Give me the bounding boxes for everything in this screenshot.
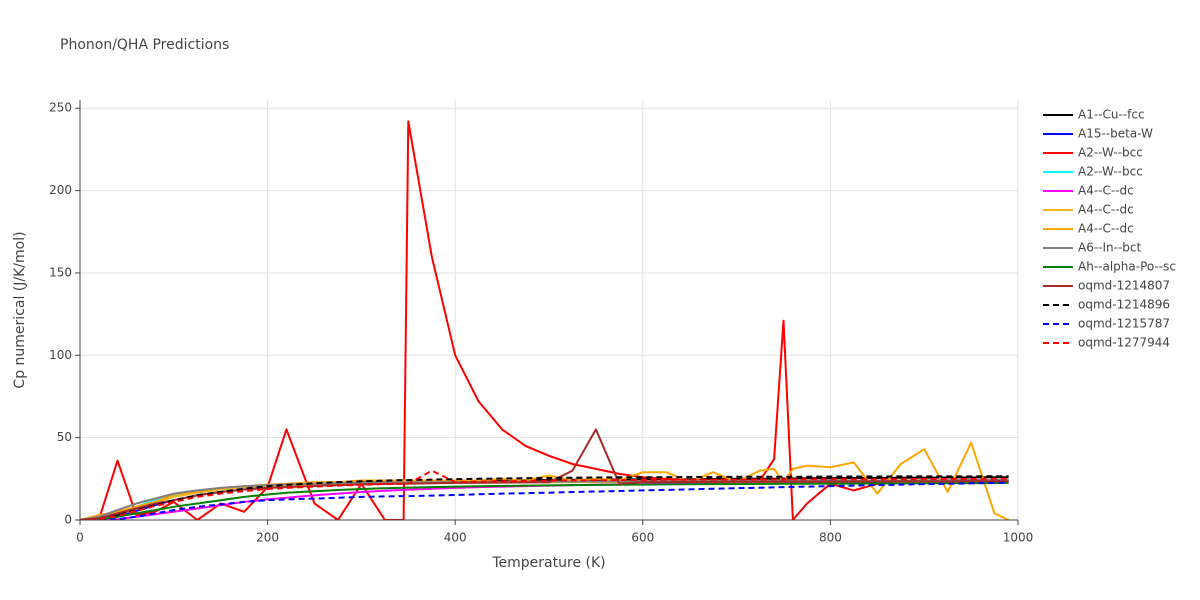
x-tick-label: 200 (256, 531, 279, 545)
x-tick-label: 400 (444, 531, 467, 545)
series-line (80, 475, 1009, 520)
y-tick-label: 150 (49, 265, 72, 279)
legend-label: A6--In--bct (1078, 241, 1142, 255)
series-line (80, 481, 1009, 520)
plot-area (80, 120, 1010, 520)
legend-label: A1--Cu--fcc (1078, 108, 1145, 122)
legend-label: A15--beta-W (1078, 127, 1153, 141)
chart-title: Phonon/QHA Predictions (60, 37, 229, 53)
x-tick-label: 800 (819, 531, 842, 545)
x-tick-label: 600 (631, 531, 654, 545)
series-line (80, 120, 1009, 520)
y-tick-label: 50 (57, 430, 72, 444)
y-tick-label: 250 (49, 101, 72, 115)
series-line (80, 428, 1009, 520)
legend-label: A4--C--dc (1078, 184, 1134, 198)
x-axis-title: Temperature (K) (491, 555, 605, 571)
y-axis-title: Cp numerical (J/K/mol) (12, 231, 28, 388)
y-tick-label: 200 (49, 183, 72, 197)
y-tick-label: 0 (64, 513, 72, 527)
legend-label: oqmd-1214896 (1078, 298, 1170, 312)
legend-label: A2--W--bcc (1078, 146, 1143, 160)
grid (75, 100, 1019, 525)
legend-label: A4--C--dc (1078, 222, 1134, 236)
x-tick-label: 1000 (1003, 531, 1034, 545)
x-tick-label: 0 (76, 531, 84, 545)
series-line (80, 481, 1009, 520)
legend-label: A4--C--dc (1078, 203, 1134, 217)
legend-label: A2--W--bcc (1078, 165, 1143, 179)
legend-label: oqmd-1214807 (1078, 279, 1170, 293)
series-line (80, 469, 1009, 520)
legend-label: oqmd-1215787 (1078, 317, 1170, 331)
y-tick-label: 100 (49, 348, 72, 362)
legend-label: Ah--alpha-Po--sc (1078, 260, 1176, 274)
legend-label: oqmd-1277944 (1078, 336, 1170, 350)
legend: A1--Cu--fcc A15--beta-W A2--W--bcc A2--W--b… (1043, 108, 1176, 350)
